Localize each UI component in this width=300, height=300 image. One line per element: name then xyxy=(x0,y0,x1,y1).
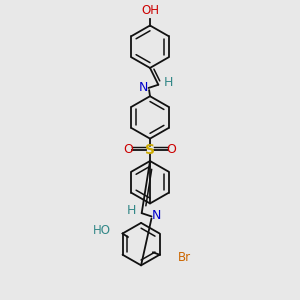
Text: O: O xyxy=(124,143,134,156)
Text: H: H xyxy=(127,204,136,217)
Text: O: O xyxy=(167,143,176,156)
Text: OH: OH xyxy=(141,4,159,17)
Text: N: N xyxy=(139,81,148,94)
Text: N: N xyxy=(152,209,161,222)
Text: H: H xyxy=(164,76,173,89)
Text: S: S xyxy=(145,143,155,157)
Text: Br: Br xyxy=(178,251,191,265)
Text: HO: HO xyxy=(93,224,111,237)
